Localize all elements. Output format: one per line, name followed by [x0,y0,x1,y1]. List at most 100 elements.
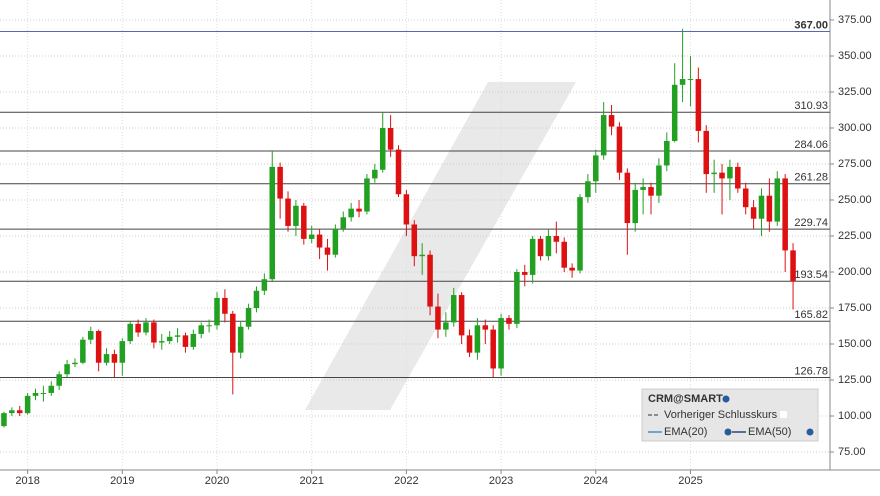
candle-body [379,128,386,170]
candle-body [127,323,133,342]
candle-body [253,290,260,309]
level-label: 165.82 [794,309,828,321]
candle-body [159,341,165,343]
legend-icon [722,395,730,403]
candle-body [593,155,599,182]
candle-body [308,234,315,239]
candle-body [372,169,378,179]
candle-body [553,236,560,242]
candle-body [616,126,623,173]
legend-item: EMA(50) [748,426,791,438]
candle-body [766,195,773,222]
candle-body [545,236,552,257]
candle-body [222,297,228,314]
y-tick-label: 75.00 [838,446,866,458]
candle-body [498,318,504,369]
candle-body [450,295,457,323]
candle-body [514,272,520,324]
candle-body [664,140,670,166]
candle-body [40,392,47,394]
candle-body [80,339,86,363]
candle-body [435,306,441,330]
x-tick-label: 2018 [15,475,39,487]
candle-body [395,149,402,195]
candle-body [143,322,149,333]
candle-body [206,325,212,327]
x-tick-label: 2024 [584,475,608,487]
y-tick-label: 375.00 [838,14,872,26]
candle-body [182,335,189,347]
candle-body [103,354,110,363]
candle-body [490,329,496,369]
candle-body [640,187,646,190]
y-tick-label: 300.00 [838,122,872,134]
candle-body [458,295,465,336]
candle-body [569,267,575,271]
x-tick-label: 2023 [489,475,513,487]
legend-toggle[interactable] [780,411,787,418]
candle-body [443,322,449,330]
candle-body [427,254,433,307]
candle-body [237,326,244,353]
level-label: 229.74 [794,217,828,229]
candle-body [301,205,307,239]
candle-body [293,205,299,226]
candle-body [261,279,268,291]
level-label: 261.28 [794,172,828,184]
candle-body [87,331,94,340]
candle-body [1,413,7,427]
candle-body [277,166,283,199]
candle-body [656,165,662,196]
candle-body [790,250,796,282]
y-tick-label: 200.00 [838,266,872,278]
candle-body [719,172,725,179]
y-tick-label: 350.00 [838,50,872,62]
candle-body [703,130,710,175]
candle-body [151,322,157,343]
candle-body [577,197,583,271]
y-tick-label: 100.00 [838,410,872,422]
candle-body [561,241,567,268]
candle-body [356,208,362,212]
legend-icon [724,428,732,436]
x-tick-label: 2021 [299,475,323,487]
level-label: 126.78 [794,365,828,377]
candle-body [506,318,512,324]
candle-body [474,325,481,353]
candle-body [24,395,31,414]
candle-body [585,181,591,198]
candle-body [411,224,418,257]
candle-body [679,79,686,85]
candle-body [529,238,536,275]
y-tick-label: 275.00 [838,158,872,170]
candle-body [608,115,615,127]
candle-body [64,364,70,375]
candle-body [166,336,173,342]
x-tick-label: 2022 [394,475,418,487]
level-label: 193.54 [794,269,828,281]
candle-body [72,362,78,365]
candle-body [340,217,347,229]
x-tick-label: 2020 [205,475,229,487]
candle-body [782,178,788,251]
candle-body [174,335,181,337]
candle-body [403,194,410,225]
candle-body [687,79,694,81]
candle-body [348,208,354,218]
candle-body [245,308,252,327]
x-tick-label: 2025 [678,475,702,487]
candle-body [742,188,749,208]
candle-body [600,115,607,156]
candle-body [190,333,197,347]
candle-body [269,166,276,280]
candle-body [671,84,678,141]
level-label-bg [796,19,829,31]
candle-body [537,238,544,257]
legend-title: CRM@SMART [648,393,723,405]
candle-body [624,172,631,224]
candle-body [119,341,126,363]
candle-body [387,128,394,150]
y-tick-label: 250.00 [838,194,872,206]
candle-body [16,410,23,414]
candle-body [521,272,528,275]
